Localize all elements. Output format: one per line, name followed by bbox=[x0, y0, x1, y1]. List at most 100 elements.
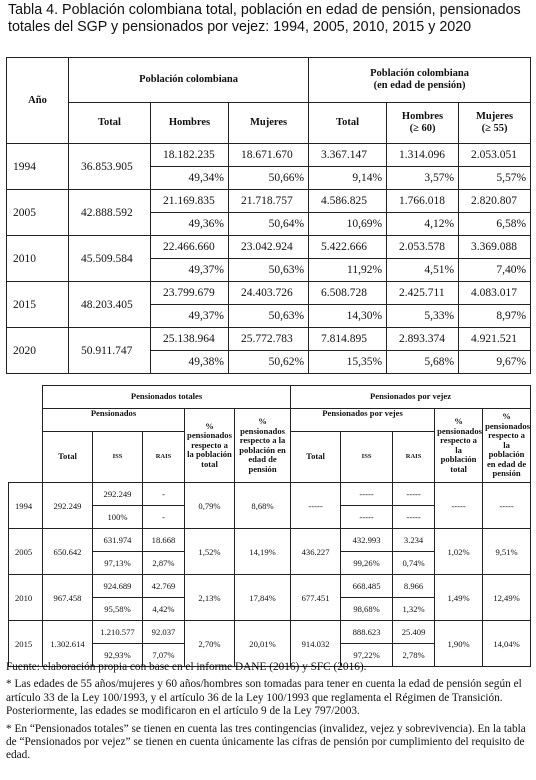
share: 10,69% bbox=[308, 212, 388, 236]
header: ISS bbox=[92, 431, 143, 483]
value: 23.799.679 bbox=[150, 281, 229, 305]
share: ----- bbox=[392, 505, 436, 529]
header-line: (≥ 55) bbox=[481, 123, 508, 134]
value: 3.369.088 bbox=[458, 235, 532, 259]
header: RAIS bbox=[392, 431, 436, 483]
value: 25.409 bbox=[392, 620, 436, 644]
year: 2005 bbox=[6, 189, 69, 236]
share: 9,67% bbox=[458, 350, 532, 374]
value: 50.911.747 bbox=[68, 327, 151, 374]
value: 17,84% bbox=[233, 574, 292, 621]
note: Fuente: elaboración propia con base en e… bbox=[6, 661, 367, 673]
value: 21.169.835 bbox=[150, 189, 229, 213]
value: 22.466.660 bbox=[150, 235, 229, 259]
value: 8.966 bbox=[392, 574, 436, 598]
population-table: Año Población colombiana Población colombi… bbox=[6, 57, 532, 374]
value: 36.853.905 bbox=[68, 143, 151, 190]
header: % pensionados respecto a la población to… bbox=[184, 408, 235, 483]
header: Total bbox=[42, 431, 93, 483]
value: 677.451 bbox=[290, 574, 342, 621]
row: 2015 1.302.614 1.210.577 92.037 2,70% 20,01% 9… bbox=[8, 620, 532, 667]
year: 2010 bbox=[8, 574, 43, 621]
value: 650.642 bbox=[42, 528, 93, 575]
header-line: (≥ 60) bbox=[409, 123, 436, 134]
value: 1,52% bbox=[184, 528, 235, 575]
header-line: Mujeres bbox=[475, 111, 514, 122]
value: ----- bbox=[482, 482, 532, 529]
header: % pensionados respecto a la población en… bbox=[482, 408, 532, 483]
header: Pensionados totales bbox=[41, 385, 292, 409]
value: 2.053.578 bbox=[386, 235, 460, 259]
header: Hombres (≥ 60) bbox=[386, 102, 460, 144]
value: 18.182.235 bbox=[150, 143, 229, 167]
header: % pensionados respecto a la población to… bbox=[434, 408, 484, 483]
value: 9,51% bbox=[482, 528, 532, 575]
share: 100% bbox=[92, 505, 143, 529]
value: 7.814.895 bbox=[308, 327, 388, 351]
notes: Fuente: elaboración propia con base en e… bbox=[6, 661, 532, 767]
value: 20,01% bbox=[233, 620, 292, 667]
value: 42.888.592 bbox=[68, 189, 151, 236]
value: 4.083.017 bbox=[458, 281, 532, 305]
value: 432.993 bbox=[340, 528, 394, 552]
header: Total bbox=[308, 102, 388, 144]
value: 1.210.577 bbox=[92, 620, 143, 644]
share: 1,32% bbox=[392, 597, 436, 621]
header: Pensionados por vejes bbox=[290, 408, 436, 432]
value: 2.893.374 bbox=[386, 327, 460, 351]
row: 100% - ----- ----- bbox=[9, 505, 531, 529]
note: * Las edades de 55 años/mujeres y 60 año… bbox=[6, 678, 522, 718]
value: 24.403.726 bbox=[227, 281, 310, 305]
year: 2010 bbox=[6, 235, 69, 282]
value: 292.249 bbox=[92, 482, 143, 506]
value: 3.367.147 bbox=[308, 143, 388, 167]
share: 49,34% bbox=[150, 166, 229, 190]
share: 7,40% bbox=[458, 258, 532, 282]
value: 5.422.666 bbox=[308, 235, 388, 259]
value: 0,79% bbox=[184, 482, 235, 529]
share: 50,63% bbox=[227, 304, 310, 328]
share: 9,14% bbox=[308, 166, 388, 190]
header: Año bbox=[6, 57, 69, 144]
value: 2,13% bbox=[184, 574, 235, 621]
header: Mujeres (≥ 55) bbox=[458, 102, 532, 144]
header-row: Pensionados% pensionados respecto a la p… bbox=[9, 408, 532, 483]
year: 2020 bbox=[6, 327, 69, 374]
header: Total bbox=[68, 102, 151, 144]
header-line: Total bbox=[98, 117, 121, 128]
header: ISS bbox=[340, 431, 394, 483]
row: 92,93% 7,07% 97,22% 2,78% bbox=[9, 643, 531, 667]
share: 49,38% bbox=[150, 350, 229, 374]
row: 2015 48.203.405 23.799.679 24.403.726 6.508.… bbox=[6, 281, 532, 328]
header: RAIS bbox=[142, 431, 185, 483]
value: - bbox=[142, 482, 185, 506]
share: 3,57% bbox=[386, 166, 460, 190]
header: Población colombiana bbox=[67, 57, 310, 103]
note: * En “Pensionados totales” se tienen en … bbox=[6, 722, 526, 762]
share: 2,87% bbox=[142, 551, 185, 575]
value: 967.458 bbox=[42, 574, 93, 621]
value: 2,70% bbox=[184, 620, 235, 667]
value: 45.509.584 bbox=[68, 235, 151, 282]
value: 4.921.521 bbox=[458, 327, 532, 351]
share: 15,35% bbox=[308, 350, 388, 374]
share: 5,57% bbox=[458, 166, 532, 190]
share: 7,07% bbox=[142, 643, 185, 667]
value: 3.234 bbox=[392, 528, 436, 552]
row: 2020 50.911.747 25.138.964 25.772.783 7.814.… bbox=[6, 327, 532, 374]
value: 18.668 bbox=[142, 528, 185, 552]
header-row: Total Hombres Mujeres Total Hombres (≥ 60) Muj… bbox=[7, 102, 532, 144]
header-line: Mujeres bbox=[249, 117, 288, 128]
row: 49,36% 50,64% 10,69% 4,12% 6,58% bbox=[7, 212, 532, 236]
header-line: Población colombiana bbox=[370, 68, 469, 79]
value: 668.485 bbox=[340, 574, 394, 598]
value: 1,02% bbox=[434, 528, 484, 575]
value: 12,49% bbox=[482, 574, 532, 621]
value: 42.769 bbox=[142, 574, 185, 598]
share: 5,33% bbox=[386, 304, 460, 328]
header: Mujeres bbox=[227, 102, 310, 144]
value: 914.032 bbox=[290, 620, 342, 667]
value: 14,19% bbox=[233, 528, 292, 575]
header: % pensionados respecto a la población en… bbox=[233, 408, 292, 483]
